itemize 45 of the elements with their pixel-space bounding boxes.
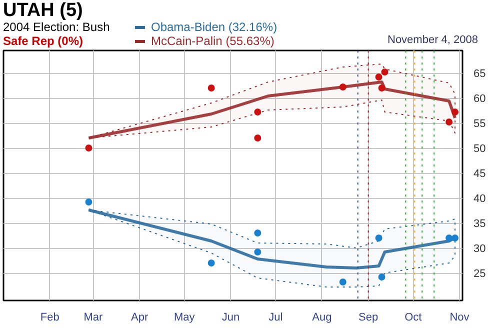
point — [208, 84, 215, 92]
y-tick-label: 35 — [474, 218, 486, 230]
point — [254, 134, 262, 142]
point — [378, 84, 386, 92]
point — [381, 68, 388, 76]
point — [254, 248, 262, 256]
y-tick-label: 50 — [474, 143, 486, 155]
point — [85, 198, 92, 206]
point — [85, 144, 92, 152]
point — [378, 274, 386, 280]
point — [254, 108, 262, 116]
legend-label: Obama-Biden (32.16%) — [150, 19, 278, 34]
point — [452, 234, 459, 242]
point — [339, 278, 346, 286]
legend-label: McCain-Palin (55.63%) — [150, 34, 276, 48]
y-tick-label: 45 — [474, 168, 486, 180]
line-series — [87, 80, 457, 140]
x-tick-label: Sep — [358, 312, 378, 324]
point — [254, 230, 262, 236]
point — [446, 118, 453, 126]
x-tick-label: Apr — [130, 312, 148, 324]
point — [375, 74, 382, 80]
y-tick-label: 30 — [474, 243, 486, 255]
chart-subtitle: 2004 Election: Bush — [3, 20, 110, 36]
point — [339, 84, 346, 90]
x-tick-label: Jun — [222, 312, 240, 324]
x-tick-label: Mar — [84, 312, 104, 324]
x-tick-label: May — [174, 312, 196, 324]
x-tick-label: Nov — [450, 312, 470, 324]
y-tick-label: 55 — [474, 118, 486, 130]
point — [375, 234, 382, 242]
point — [446, 234, 453, 242]
x-tick-label: Aug — [312, 312, 332, 324]
y-tick-label: 40 — [474, 193, 486, 205]
point — [452, 108, 459, 116]
text: Safe Rep (0%) — [3, 33, 84, 50]
x-tick-label: Feb — [40, 312, 60, 324]
point — [208, 260, 215, 266]
y-tick-label: 25 — [474, 268, 486, 280]
y-tick-label: 60 — [474, 93, 486, 105]
x-tick-label: Oct — [404, 312, 422, 324]
text: November 4, 2008 — [388, 33, 478, 48]
chart-title: UTAH (5) — [3, 0, 83, 22]
y-tick-label: 65 — [474, 68, 486, 80]
x-tick-label: Jul — [268, 312, 283, 324]
